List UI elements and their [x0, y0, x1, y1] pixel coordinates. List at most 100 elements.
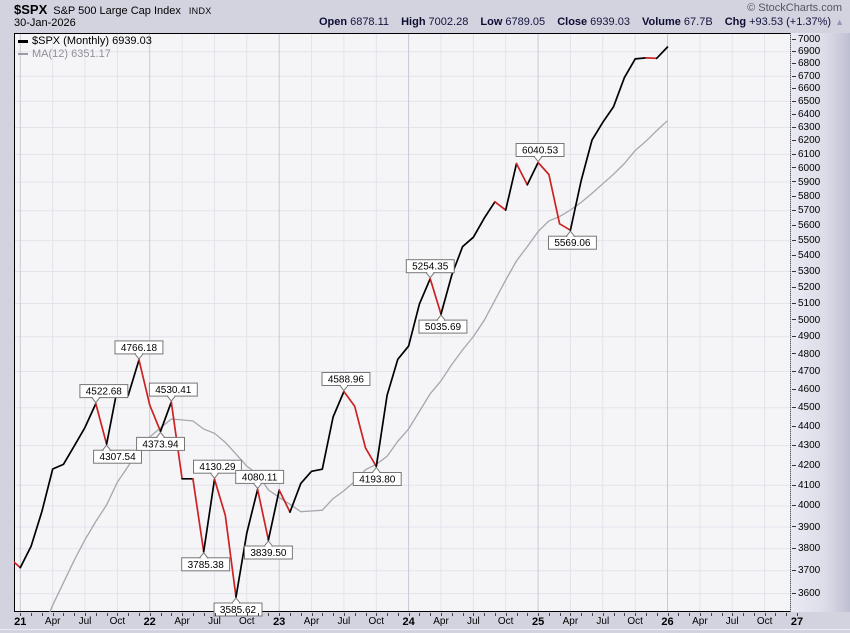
- legend-ma-series: MA(12) 6351.17: [18, 48, 111, 60]
- y-axis-tick-label: 5000: [792, 315, 820, 326]
- y-axis-tick-label: 6300: [792, 122, 820, 133]
- x-axis-month-label: Jul: [596, 616, 610, 627]
- x-axis-month-tick: [41, 613, 43, 616]
- y-axis: 3600 3700 3800 3900 4000 4100 4200 4300 4400 4500…: [790, 33, 850, 612]
- x-axis-month-tick: [192, 613, 194, 616]
- x-axis-month-tick: [20, 613, 22, 616]
- x-axis-month-tick: [581, 613, 583, 616]
- x-axis-month-tick: [225, 613, 227, 616]
- x-axis-month-label: Oct: [109, 616, 126, 627]
- close-value: 6939.03: [590, 16, 630, 28]
- x-axis-month-tick: [52, 613, 54, 616]
- x-axis-month-tick: [678, 613, 680, 616]
- copyright-label: © StockCharts.com: [747, 2, 842, 14]
- quote-strip: Open 6878.11 High 7002.28 Low 6789.05 Close…: [310, 16, 844, 28]
- x-axis-month-tick: [160, 613, 162, 616]
- callout-value-label: 5035.69: [425, 322, 462, 333]
- x-axis-month-tick: [484, 613, 486, 616]
- callout-value-label: 5569.06: [554, 238, 591, 249]
- x-axis-month-tick: [753, 613, 755, 616]
- x-axis-month-tick: [300, 613, 302, 616]
- x-axis-month-tick: [505, 613, 507, 616]
- x-axis-month-tick: [279, 613, 281, 616]
- x-axis-month-tick: [689, 613, 691, 616]
- x-axis-year-label: 23: [273, 616, 286, 628]
- x-axis-year-label: 21: [14, 616, 27, 628]
- x-axis-month-tick: [354, 613, 356, 616]
- x-axis-month-tick: [117, 613, 119, 616]
- high-value: 7002.28: [428, 16, 469, 28]
- legend-price-series: $SPX (Monthly) 6939.03: [18, 35, 152, 47]
- x-axis-month-tick: [559, 613, 561, 616]
- close-label: Close: [557, 16, 588, 28]
- x-axis-month-tick: [268, 613, 270, 616]
- x-axis-month-tick: [257, 613, 259, 616]
- x-axis-month-tick: [473, 613, 475, 616]
- x-axis-month-tick: [527, 613, 529, 616]
- x-axis-month-tick: [290, 613, 291, 616]
- x-axis-month-tick: [322, 613, 324, 616]
- x-axis-month-tick: [246, 613, 248, 616]
- y-axis-tick-label: 5500: [792, 235, 820, 246]
- y-axis-tick-label: 5400: [792, 250, 820, 261]
- volume-value: 67.7B: [683, 16, 713, 28]
- x-axis-month-tick: [31, 613, 33, 616]
- x-axis-month-tick: [85, 613, 86, 616]
- y-axis-tick-label: 4600: [792, 384, 820, 395]
- callout-value-label: 4522.68: [86, 387, 123, 398]
- y-axis-tick-label: 5100: [792, 298, 820, 309]
- x-axis-month-label: Jul: [466, 616, 480, 627]
- x-axis-month-tick: [516, 613, 518, 616]
- x-axis-month-tick: [441, 613, 442, 616]
- volume-label: Volume: [642, 16, 681, 28]
- y-axis-tick-label: 6800: [792, 58, 820, 69]
- x-axis-month-label: Apr: [44, 616, 61, 627]
- x-axis-month-tick: [365, 613, 367, 616]
- x-axis-month-label: Jul: [725, 616, 739, 627]
- x-axis-month-tick: [311, 613, 313, 616]
- y-axis-tick-label: 3700: [792, 565, 820, 576]
- x-axis-month-tick: [699, 613, 701, 616]
- price-chart: 4522.68 4307.54 4766.18 4373.94 4530.41 3785.…: [14, 33, 790, 617]
- x-axis-month-tick: [613, 613, 615, 616]
- open-value: 6878.11: [350, 16, 390, 28]
- y-axis-tick-label: 4500: [792, 402, 820, 413]
- x-axis-month-tick: [732, 613, 734, 616]
- y-axis-tick-label: 4400: [792, 421, 820, 432]
- x-axis-month-tick: [797, 613, 798, 616]
- callout-value-label: 4193.80: [359, 475, 396, 486]
- x-axis-month-tick: [343, 613, 345, 616]
- x-axis-month-tick: [63, 613, 65, 616]
- change-up-icon: ▲: [835, 17, 844, 27]
- open-label: Open: [318, 16, 348, 28]
- y-axis-tick-label: 6600: [792, 83, 820, 94]
- y-axis-tick-label: 7000: [792, 34, 820, 45]
- y-axis-tick-label: 6900: [792, 46, 820, 57]
- x-axis-month-tick: [128, 613, 130, 616]
- x-axis-month-tick: [667, 613, 669, 616]
- chart-title-row: $SPX S&P 500 Large Cap Index INDX: [14, 1, 212, 19]
- callout-value-label: 4307.54: [100, 452, 137, 463]
- callout-value-label: 5254.35: [412, 262, 449, 273]
- x-axis-month-label: Oct: [497, 616, 514, 627]
- y-axis-tick-label: 6700: [792, 71, 820, 82]
- y-axis-tick-label: 4100: [792, 480, 820, 491]
- y-axis-tick-label: 5300: [792, 266, 820, 277]
- x-axis-month-tick: [387, 613, 389, 616]
- x-axis-month-tick: [624, 613, 626, 616]
- callout-value-label: 4130.29: [199, 462, 236, 473]
- x-axis-month-tick: [419, 613, 421, 616]
- x-axis-year-label: 22: [143, 616, 156, 628]
- x-axis-month-tick: [214, 613, 216, 616]
- y-axis-tick-label: 4900: [792, 331, 820, 342]
- x-axis-month-label: Jul: [337, 616, 351, 627]
- callout-value-label: 4373.94: [142, 439, 179, 450]
- callout-value-label: 4588.96: [328, 375, 365, 386]
- x-axis-month-tick: [182, 613, 184, 616]
- x-axis-month-label: Apr: [174, 616, 190, 627]
- x-axis-month-tick: [786, 613, 788, 616]
- x-axis-month-tick: [570, 613, 572, 616]
- x-axis-month-tick: [592, 613, 593, 616]
- chart-plot-area: 4522.68 4307.54 4766.18 4373.94 4530.41 3785.…: [14, 33, 790, 617]
